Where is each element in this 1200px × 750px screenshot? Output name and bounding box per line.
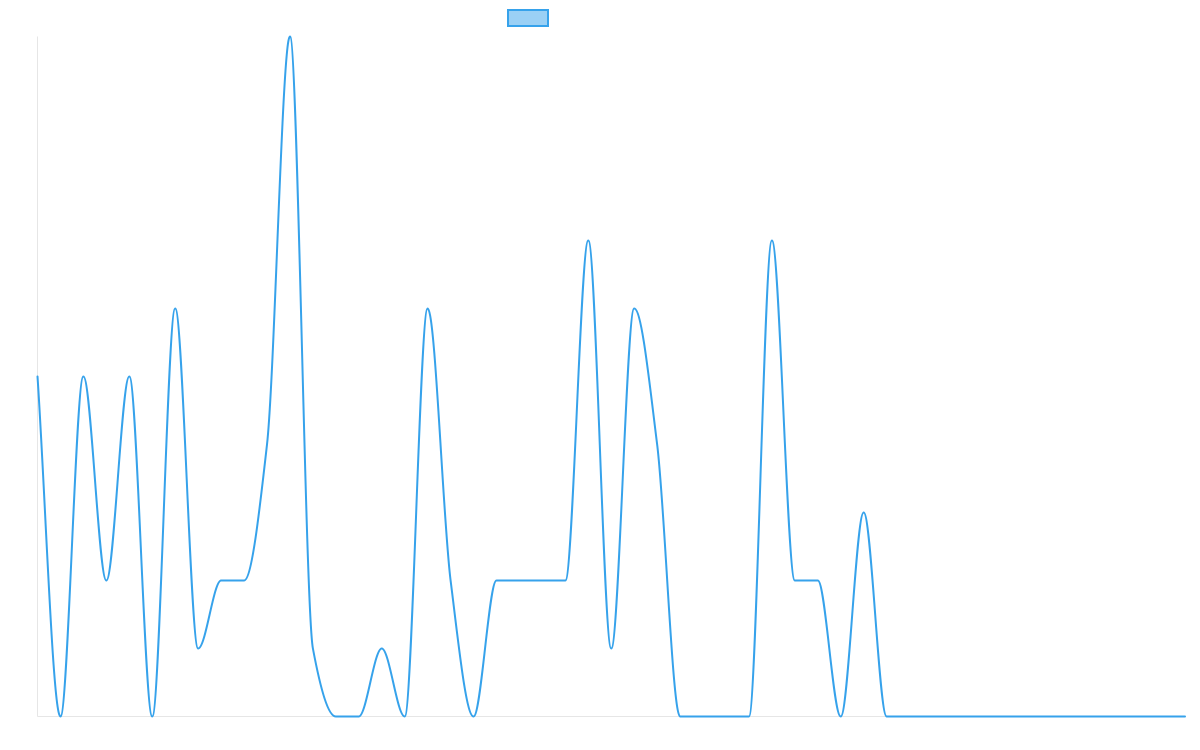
legend-swatch[interactable] xyxy=(507,9,549,27)
series-line-0 xyxy=(36,35,1186,718)
series-layer xyxy=(36,35,1186,718)
legend[interactable] xyxy=(507,9,549,27)
